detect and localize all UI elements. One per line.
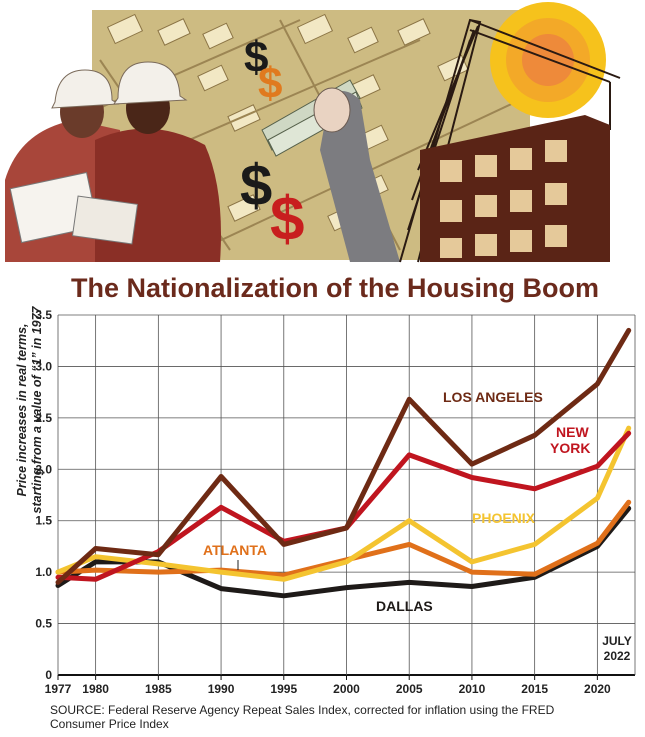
chart-title: The Nationalization of the Housing Boom [71,273,599,303]
y-tick-label: 3.5 [35,308,52,322]
annotation-2022: 2022 [604,649,631,663]
series-label-atlanta: ATLANTA [203,542,267,558]
chart-grid [57,314,636,680]
series-label-new-york-line1: NEW [556,424,589,440]
hardhat-worker-icon [5,61,221,262]
x-tick-label: 1995 [270,682,297,696]
svg-text:$: $ [244,33,268,82]
svg-text:$: $ [258,59,282,108]
x-tick-label: 1985 [145,682,172,696]
y-tick-label: 0.5 [35,617,52,631]
chart-series-lines [55,327,632,599]
housing-price-chart: The Nationalization of the Housing Boom … [15,273,636,731]
x-tick-label: 2000 [333,682,360,696]
building-frame-icon [420,115,610,262]
y-axis-label-line2: starting from a value of “1” in 1977 [30,305,44,513]
series-line-los-angeles [55,327,632,585]
y-tick-label: 2.5 [35,411,52,425]
cash-in-hand-icon [261,79,400,262]
annotation-july: JULY [602,634,632,648]
x-tick-label: 2010 [459,682,486,696]
series-label-los-angeles: LOS ANGELES [443,389,543,405]
y-tick-label: 1.5 [35,514,52,528]
series-line-new-york [55,430,632,582]
x-tick-label: 1990 [208,682,235,696]
dollar-sign-icon: $ $ $ $ [240,33,304,254]
y-axis-label-line1: Price increases in real terms, [15,323,29,496]
y-tick-label: 2.0 [35,462,52,476]
svg-text:$: $ [240,153,272,218]
source-line2: Consumer Price Index [50,717,169,731]
y-tick-label: 3.0 [35,359,52,373]
x-tick-label: 2020 [584,682,611,696]
x-tick-label: 1980 [82,682,109,696]
series-label-dallas: DALLAS [376,598,433,614]
x-axis-ticks: 1977 1980 1985 1990 1995 2000 2005 2010 2015 2020 [45,682,611,696]
series-label-phoenix: PHOENIX [472,510,536,526]
y-tick-label: 0 [45,668,52,682]
series-label-new-york-line2: YORK [550,440,590,456]
header-illustration: $ $ $ $ [5,2,621,263]
y-axis-ticks: 0 0.5 1.0 1.5 2.0 2.5 3.0 3.5 [35,308,52,682]
x-tick-label: 2005 [396,682,423,696]
source-line1: SOURCE: Federal Reserve Agency Repeat Sa… [50,703,555,717]
x-tick-label: 2015 [521,682,548,696]
x-tick-label: 1977 [45,682,72,696]
y-tick-label: 1.0 [35,565,52,579]
svg-text:$: $ [270,185,304,254]
